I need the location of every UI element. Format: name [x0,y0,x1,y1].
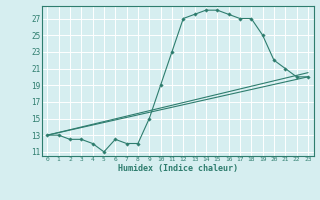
X-axis label: Humidex (Indice chaleur): Humidex (Indice chaleur) [118,164,237,173]
